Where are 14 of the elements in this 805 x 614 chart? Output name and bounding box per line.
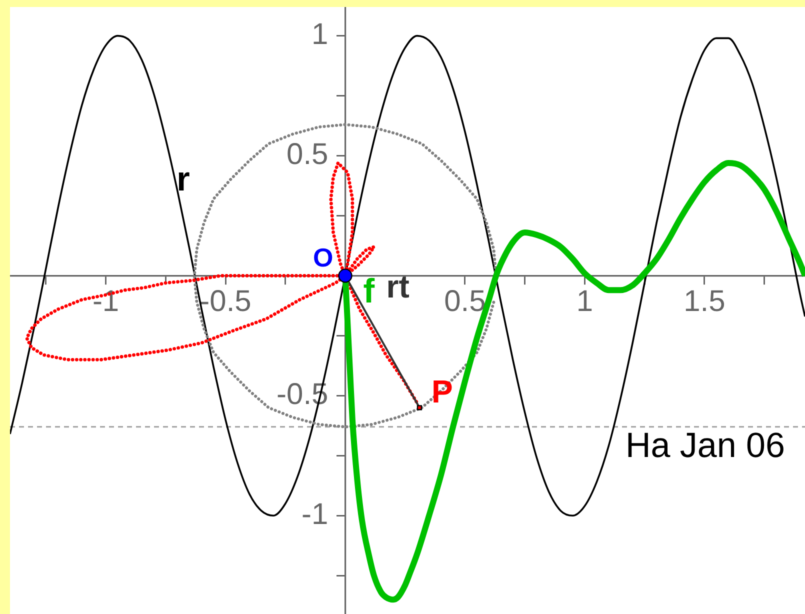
x-tick-label: 0.5	[444, 284, 486, 318]
x-tick-label: 1.5	[684, 284, 726, 318]
series-label: f	[363, 272, 376, 311]
series-label: O	[313, 242, 334, 273]
series-label: rt	[386, 268, 410, 305]
line-series	[192, 123, 498, 428]
annotation: Ha Jan 06	[625, 426, 785, 465]
series-label: P	[431, 374, 453, 410]
y-tick-label: 0.5	[286, 138, 328, 172]
x-tick-label: -0.5	[200, 284, 252, 318]
y-tick-label: 1	[312, 18, 328, 52]
series-label: r	[176, 160, 190, 199]
x-tick-label: 1	[576, 284, 594, 318]
y-tick-label: -1	[302, 498, 328, 531]
